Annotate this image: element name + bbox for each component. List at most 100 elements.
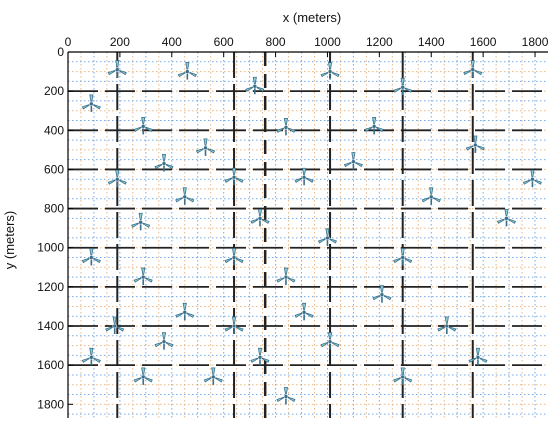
turbine-marker [276, 387, 296, 405]
turbine-marker [393, 248, 413, 266]
axis-layer: 0 200 400 600 800 1000 1200 1400 1600 1800 0 200 400… [37, 35, 549, 418]
turbine-blade [402, 376, 413, 383]
turbine-blade [231, 248, 237, 258]
turbine-blade [195, 147, 206, 154]
x-axis-label: x (meters) [283, 10, 342, 25]
turbine-blade [444, 316, 449, 327]
turbine-blade [393, 86, 403, 93]
turbine-marker [463, 60, 483, 78]
turbine-blade [115, 60, 120, 70]
turbine-blade [184, 196, 195, 203]
turbine-blade [252, 76, 257, 87]
turbine-marker [224, 167, 244, 186]
turbine-marker [250, 347, 270, 366]
turbine-hub [327, 69, 333, 74]
turbine-blade [276, 276, 287, 283]
turbine-marker [81, 248, 101, 266]
turbine-blade [224, 325, 235, 332]
y-tick-label: 1600 [37, 358, 64, 372]
turbine-blade [522, 178, 533, 185]
turbine-hub [444, 323, 450, 329]
turbine-blade [138, 212, 143, 223]
turbine-hub [283, 274, 289, 280]
turbine-hub [231, 255, 237, 260]
turbine-blade [320, 341, 331, 348]
turbine-blade [257, 208, 263, 219]
turbine-blade [285, 126, 296, 133]
turbine-blade [107, 178, 118, 185]
turbine-blade [327, 237, 338, 244]
turbine-blade [402, 86, 413, 93]
turbine-hub [351, 159, 356, 164]
turbine-blade [429, 187, 434, 197]
heavy-line-layer [68, 52, 548, 418]
turbine-hub [283, 125, 289, 130]
turbine-blade [231, 167, 237, 178]
turbine-blade [437, 325, 448, 332]
turbine-hub [211, 374, 216, 380]
turbine-marker [522, 169, 542, 188]
turbine-blade [532, 178, 542, 185]
y-tick-label: 200 [44, 84, 64, 98]
turbine-blade [250, 356, 261, 363]
turbine-blade [431, 196, 441, 203]
turbine-blade [475, 144, 485, 151]
turbine-blade [294, 176, 305, 183]
turbine-blade [143, 376, 153, 383]
turbine-hub [140, 274, 146, 280]
turbine-marker [195, 138, 216, 156]
turbine-blade [233, 176, 244, 183]
turbine-blade [327, 332, 333, 342]
turbine-marker [224, 248, 244, 266]
turbine-blade [213, 376, 223, 383]
turbine-blade [530, 169, 535, 180]
x-tick-label: 600 [214, 35, 234, 49]
y-axis-label: y (meters) [2, 211, 17, 270]
turbine-blade [303, 311, 314, 318]
turbine-blade [327, 62, 333, 72]
turbine-marker [175, 302, 195, 321]
turbine-hub [138, 220, 143, 225]
turbine-hub [252, 84, 258, 89]
turbine-blade [182, 187, 187, 197]
turbine-blade [373, 125, 384, 132]
turbine-blade [89, 248, 94, 258]
turbine-blade [89, 94, 94, 104]
turbine-marker [81, 347, 101, 366]
turbine-marker [133, 267, 153, 286]
turbine-blade [400, 367, 405, 377]
turbine-marker [294, 302, 314, 321]
turbine-blade [203, 376, 214, 383]
turbine-marker [468, 347, 488, 366]
turbine-hub [185, 69, 190, 74]
turbine-hub [89, 101, 94, 107]
turbine-blade [182, 302, 187, 313]
turbine-blade [254, 85, 265, 92]
turbine-hub [301, 175, 307, 180]
turbine-marker [372, 285, 392, 303]
turbine-blade [353, 161, 363, 168]
turbine-hub [379, 292, 385, 297]
turbine-blade [473, 135, 478, 146]
turbine-blade [276, 396, 287, 403]
y-tick-label: 1200 [37, 280, 64, 294]
turbine-marker [154, 332, 174, 350]
turbine-blade [381, 294, 392, 301]
turbine-blade [259, 217, 270, 224]
turbine-blade [400, 77, 405, 88]
x-tick-label: 1400 [418, 35, 445, 49]
y-tick-label: 600 [44, 162, 64, 176]
turbine-blade [421, 196, 432, 203]
turbine-blade [285, 396, 296, 403]
turbine-blade [91, 257, 101, 264]
turbine-blade [205, 147, 216, 154]
turbine-hub [161, 161, 167, 166]
turbine-marker [107, 169, 127, 188]
turbine-hub [112, 323, 117, 329]
turbine-hub [504, 216, 509, 221]
turbine-blade [115, 169, 120, 180]
y-tick-label: 1400 [37, 319, 64, 333]
turbine-blade [325, 228, 330, 239]
y-tick-label: 1800 [37, 397, 64, 411]
turbine-blade [175, 311, 185, 318]
